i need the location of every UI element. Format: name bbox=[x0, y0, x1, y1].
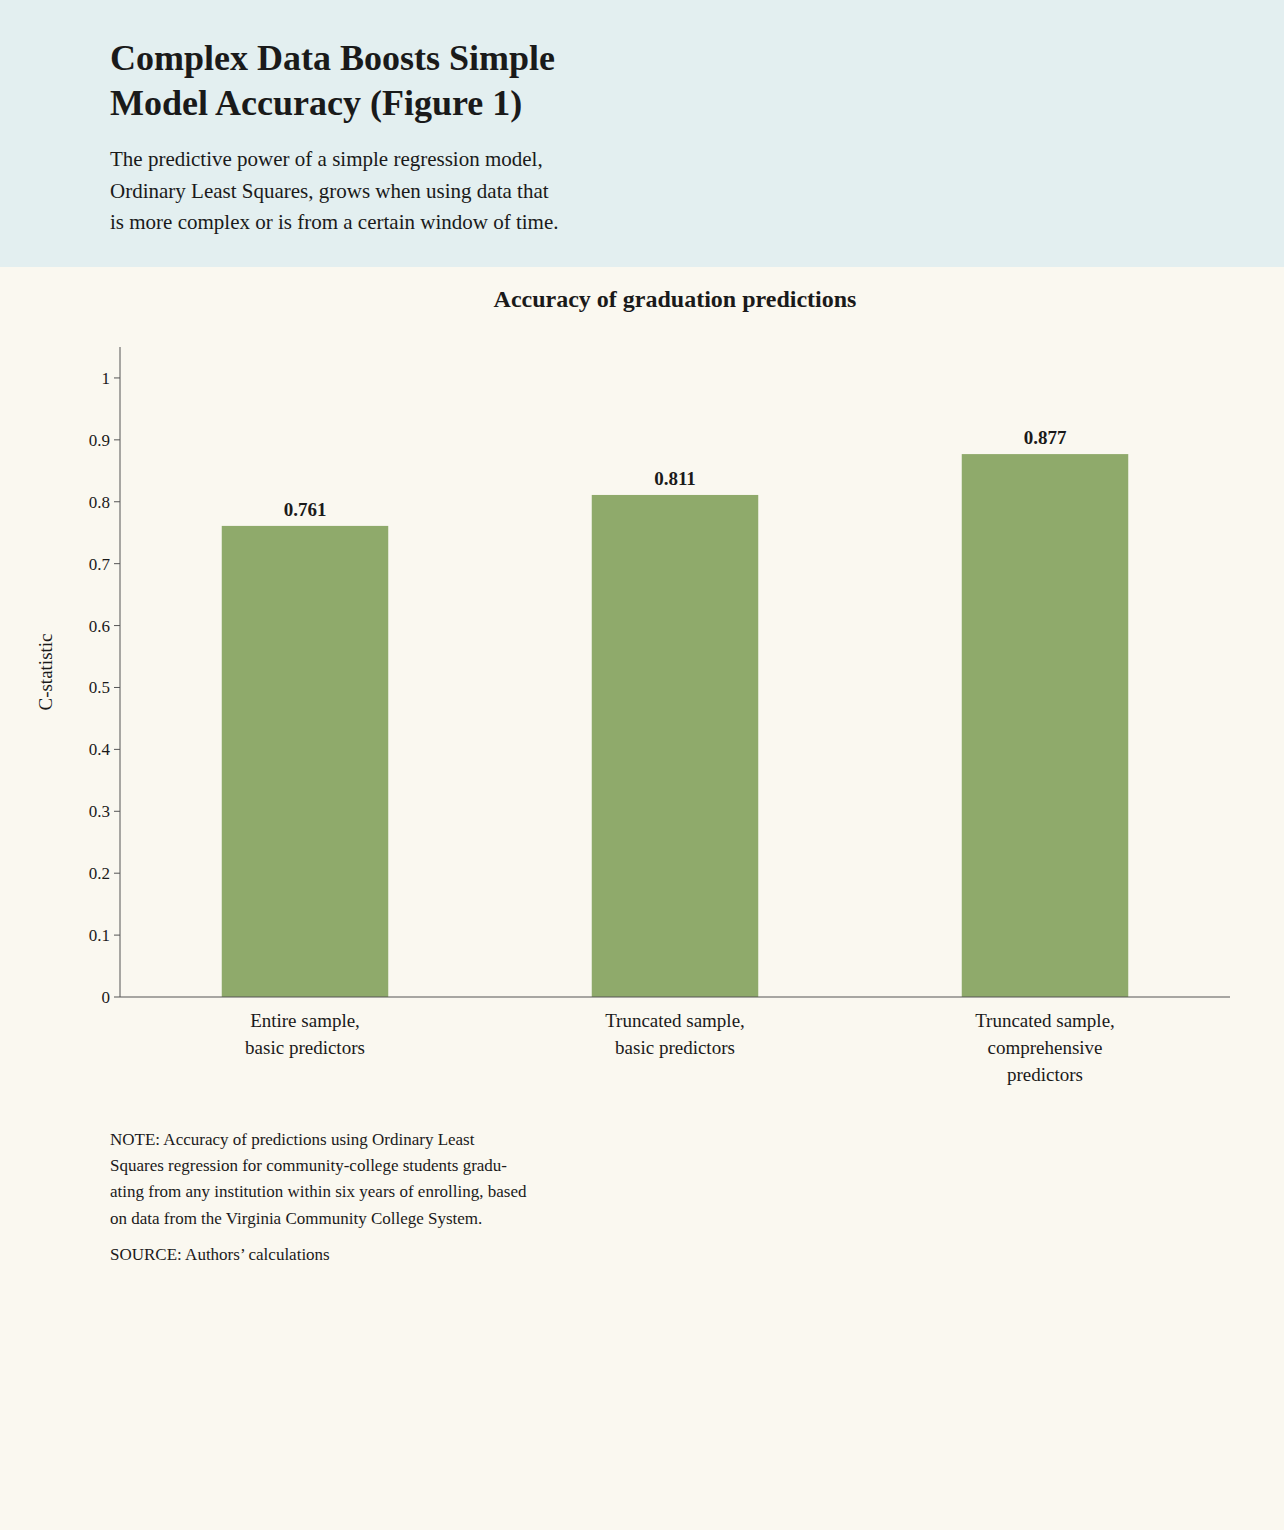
y-tick bbox=[114, 810, 120, 811]
x-axis bbox=[120, 996, 1230, 997]
y-tick bbox=[114, 872, 120, 873]
source: SOURCE: Authors’ calculations bbox=[110, 1242, 1174, 1268]
x-tick-label: Entire sample, basic predictors bbox=[245, 1010, 365, 1058]
data-label: 0.761 bbox=[284, 498, 327, 519]
y-tick-label: 0.7 bbox=[89, 554, 111, 573]
x-tick-label: Truncated sample, basic predictors bbox=[605, 1010, 745, 1058]
y-tick-label: 0.1 bbox=[89, 926, 110, 945]
y-tick bbox=[114, 934, 120, 935]
y-tick-label: 0.8 bbox=[89, 492, 110, 511]
y-tick bbox=[114, 377, 120, 378]
chart: Accuracy of graduation predictions 0 0.1 0.… bbox=[0, 267, 1284, 1127]
y-tick bbox=[114, 748, 120, 749]
y-tick bbox=[114, 686, 120, 687]
x-tick-label-line: basic predictors bbox=[245, 1037, 365, 1058]
bar bbox=[962, 454, 1129, 997]
bars bbox=[222, 454, 1129, 997]
x-tick-label-line: predictors bbox=[1007, 1064, 1083, 1085]
x-tick-label-line: Truncated sample, bbox=[975, 1010, 1115, 1031]
page-title: Complex Data Boosts Simple Model Accurac… bbox=[110, 36, 1174, 126]
note: NOTE: Accuracy of predictions using Ordi… bbox=[110, 1127, 1174, 1232]
chart-title: Accuracy of graduation predictions bbox=[494, 286, 857, 312]
y-tick-label: 0.4 bbox=[89, 740, 111, 759]
y-tick-label: 0.2 bbox=[89, 864, 110, 883]
footer: NOTE: Accuracy of predictions using Ordi… bbox=[0, 1127, 1284, 1269]
y-tick bbox=[114, 563, 120, 564]
x-tick-label-line: Entire sample, bbox=[250, 1010, 360, 1031]
y-tick-label: 0.6 bbox=[89, 616, 110, 635]
y-tick bbox=[114, 996, 120, 997]
y-tick-label: 1 bbox=[102, 368, 111, 387]
data-label: 0.811 bbox=[654, 467, 696, 488]
y-tick-label: 0.5 bbox=[89, 678, 110, 697]
bar bbox=[592, 494, 759, 996]
subtitle: The predictive power of a simple regress… bbox=[110, 144, 1174, 239]
y-axis bbox=[120, 347, 121, 997]
header: Complex Data Boosts Simple Model Accurac… bbox=[0, 0, 1284, 267]
y-tick bbox=[114, 625, 120, 626]
bar bbox=[222, 525, 389, 996]
data-label: 0.877 bbox=[1024, 427, 1067, 448]
y-tick-label: 0.9 bbox=[89, 430, 110, 449]
x-tick-label-line: basic predictors bbox=[615, 1037, 735, 1058]
y-tick-label: 0 bbox=[102, 988, 111, 1007]
x-tick-label-line: Truncated sample, bbox=[605, 1010, 745, 1031]
x-tick-label-line: comprehensive bbox=[987, 1037, 1102, 1058]
x-tick-label: Truncated sample, comprehensive predictors bbox=[975, 1010, 1115, 1085]
y-tick bbox=[114, 501, 120, 502]
y-tick-label: 0.3 bbox=[89, 802, 110, 821]
y-tick bbox=[114, 439, 120, 440]
y-axis-label: C-statistic bbox=[35, 633, 56, 710]
